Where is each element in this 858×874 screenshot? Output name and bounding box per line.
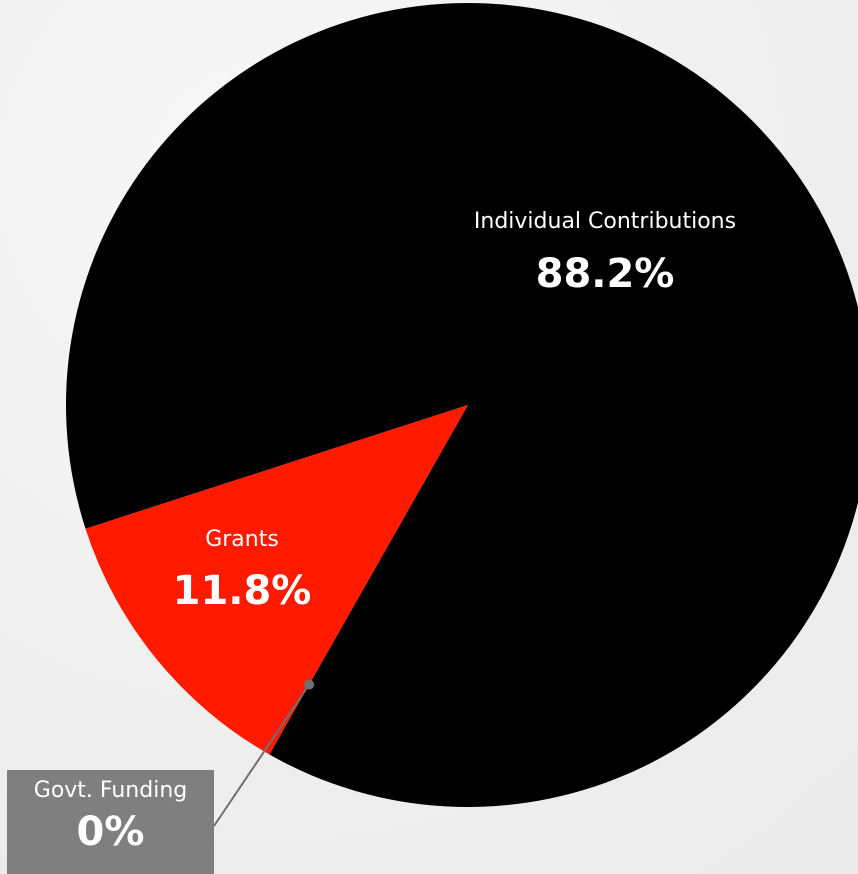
govt-funding-callout: Govt. Funding 0%: [7, 770, 214, 874]
pie-labels: Individual Contributions 88.2% Grants 11.8%: [173, 209, 736, 614]
pie-slices: [66, 3, 858, 807]
grants-value: 11.8%: [173, 568, 312, 614]
govt-funding-leader-line: [213, 684, 310, 827]
govt-funding-label: Govt. Funding: [33, 778, 188, 803]
individual-contributions-value: 88.2%: [536, 251, 675, 297]
slice-grants: [85, 405, 469, 755]
individual-contributions-label: Individual Contributions: [474, 209, 736, 234]
grants-label: Grants: [205, 527, 279, 552]
slice-individual-contributions: [66, 3, 858, 807]
govt-funding-value: 0%: [76, 809, 145, 855]
govt-funding-leader-dot: [304, 679, 315, 690]
